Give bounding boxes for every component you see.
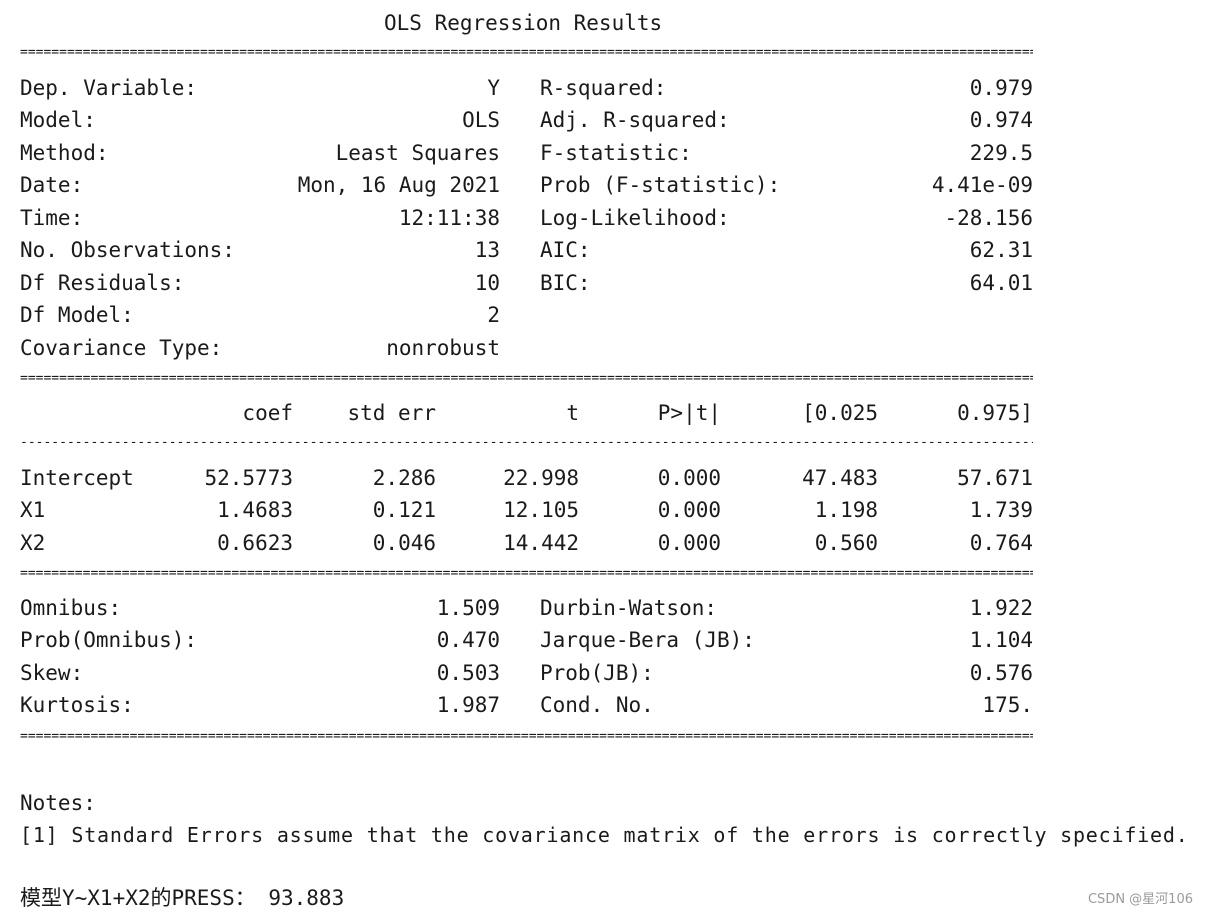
cell-p: 0.000	[657, 466, 721, 490]
summary-label-f-statistic: F-statistic:	[540, 141, 692, 165]
summary-label-date: Date:	[20, 173, 84, 197]
separator-bottom: ========================================…	[20, 730, 1033, 743]
summary-value-observations: 13	[474, 238, 500, 262]
summary-value-r-squared: 0.979	[969, 76, 1033, 100]
diag-value-skew: 0.503	[436, 661, 500, 685]
notes-heading: Notes:	[20, 791, 96, 815]
summary-value-aic: 62.31	[969, 238, 1033, 262]
summary-value-df-residuals: 10	[474, 271, 500, 295]
diag-label-durbin-watson: Durbin-Watson:	[540, 596, 718, 620]
cell-ci-upper: 0.764	[969, 531, 1033, 555]
row-name: X2	[20, 531, 46, 555]
summary-label-model: Model:	[20, 108, 96, 132]
summary-value-time: 12:11:38	[398, 206, 500, 230]
summary-value-dep-variable: Y	[487, 76, 500, 100]
cell-p: 0.000	[657, 498, 721, 522]
summary-value-date: Mon, 16 Aug 2021	[297, 173, 500, 197]
header-p-value: P>|t|	[657, 401, 721, 425]
cell-ci-lower: 0.560	[814, 531, 878, 555]
summary-value-model: OLS	[462, 108, 500, 132]
cell-t: 12.105	[503, 498, 579, 522]
cell-p: 0.000	[657, 531, 721, 555]
summary-value-log-likelihood: -28.156	[944, 206, 1033, 230]
summary-label-df-model: Df Model:	[20, 303, 134, 327]
summary-label-log-likelihood: Log-Likelihood:	[540, 206, 730, 230]
cell-t: 22.998	[503, 466, 579, 490]
summary-label-bic: BIC:	[540, 271, 591, 295]
cell-coef: 0.6623	[217, 531, 293, 555]
diag-label-jarque-bera: Jarque-Bera (JB):	[540, 628, 755, 652]
diag-label-skew: Skew:	[20, 661, 84, 685]
summary-label-observations: No. Observations:	[20, 238, 235, 262]
cell-coef: 52.5773	[204, 466, 293, 490]
summary-label-df-residuals: Df Residuals:	[20, 271, 185, 295]
diag-label-cond-no: Cond. No.	[540, 693, 654, 717]
summary-value-method: Least Squares	[335, 141, 500, 165]
summary-value-prob-f-statistic: 4.41e-09	[931, 173, 1033, 197]
diag-label-omnibus: Omnibus:	[20, 596, 122, 620]
header-std-err: std err	[347, 401, 436, 425]
summary-label-prob-f-statistic: Prob (F-statistic):	[540, 173, 781, 197]
summary-label-time: Time:	[20, 206, 84, 230]
header-ci-upper: 0.975]	[957, 401, 1033, 425]
summary-value-df-model: 2	[487, 303, 500, 327]
press-result: 模型Y~X1+X2的PRESS： 93.883	[20, 886, 345, 910]
notes-line: [1] Standard Errors assume that the cova…	[20, 823, 1189, 847]
summary-label-dep-variable: Dep. Variable:	[20, 76, 198, 100]
row-name: X1	[20, 498, 46, 522]
cell-ci-lower: 47.483	[802, 466, 878, 490]
diag-value-kurtosis: 1.987	[436, 693, 500, 717]
cell-std-err: 0.046	[372, 531, 436, 555]
cell-ci-lower: 1.198	[814, 498, 878, 522]
separator-after-coef: ========================================…	[20, 567, 1033, 580]
diag-value-prob-omnibus: 0.470	[436, 628, 500, 652]
summary-label-covariance-type: Covariance Type:	[20, 336, 223, 360]
separator-top: ========================================…	[20, 46, 1033, 59]
summary-label-adj-r-squared: Adj. R-squared:	[540, 108, 730, 132]
header-coef: coef	[242, 401, 293, 425]
diag-label-prob-jb: Prob(JB):	[540, 661, 654, 685]
page-title: OLS Regression Results	[384, 11, 663, 35]
diag-label-prob-omnibus: Prob(Omnibus):	[20, 628, 198, 652]
diag-value-omnibus: 1.509	[436, 596, 500, 620]
separator-coef-header: ----------------------------------------…	[20, 436, 1033, 449]
summary-value-adj-r-squared: 0.974	[969, 108, 1033, 132]
cell-t: 14.442	[503, 531, 579, 555]
header-ci-lower: [0.025	[802, 401, 878, 425]
diag-label-kurtosis: Kurtosis:	[20, 693, 134, 717]
cell-std-err: 2.286	[372, 466, 436, 490]
diag-value-jarque-bera: 1.104	[969, 628, 1033, 652]
cell-ci-upper: 1.739	[969, 498, 1033, 522]
watermark: CSDN @星河106	[1087, 892, 1193, 907]
separator-after-summary: ========================================…	[20, 372, 1033, 385]
header-t: t	[566, 401, 579, 425]
cell-ci-upper: 57.671	[957, 466, 1033, 490]
summary-value-f-statistic: 229.5	[969, 141, 1033, 165]
summary-value-bic: 64.01	[969, 271, 1033, 295]
summary-label-r-squared: R-squared:	[540, 76, 667, 100]
diag-value-prob-jb: 0.576	[969, 661, 1033, 685]
summary-value-covariance-type: nonrobust	[386, 336, 500, 360]
summary-label-method: Method:	[20, 141, 109, 165]
summary-label-aic: AIC:	[540, 238, 591, 262]
row-name: Intercept	[20, 466, 134, 490]
cell-std-err: 0.121	[372, 498, 436, 522]
diag-value-cond-no: 175.	[982, 693, 1033, 717]
cell-coef: 1.4683	[217, 498, 293, 522]
diag-value-durbin-watson: 1.922	[969, 596, 1033, 620]
